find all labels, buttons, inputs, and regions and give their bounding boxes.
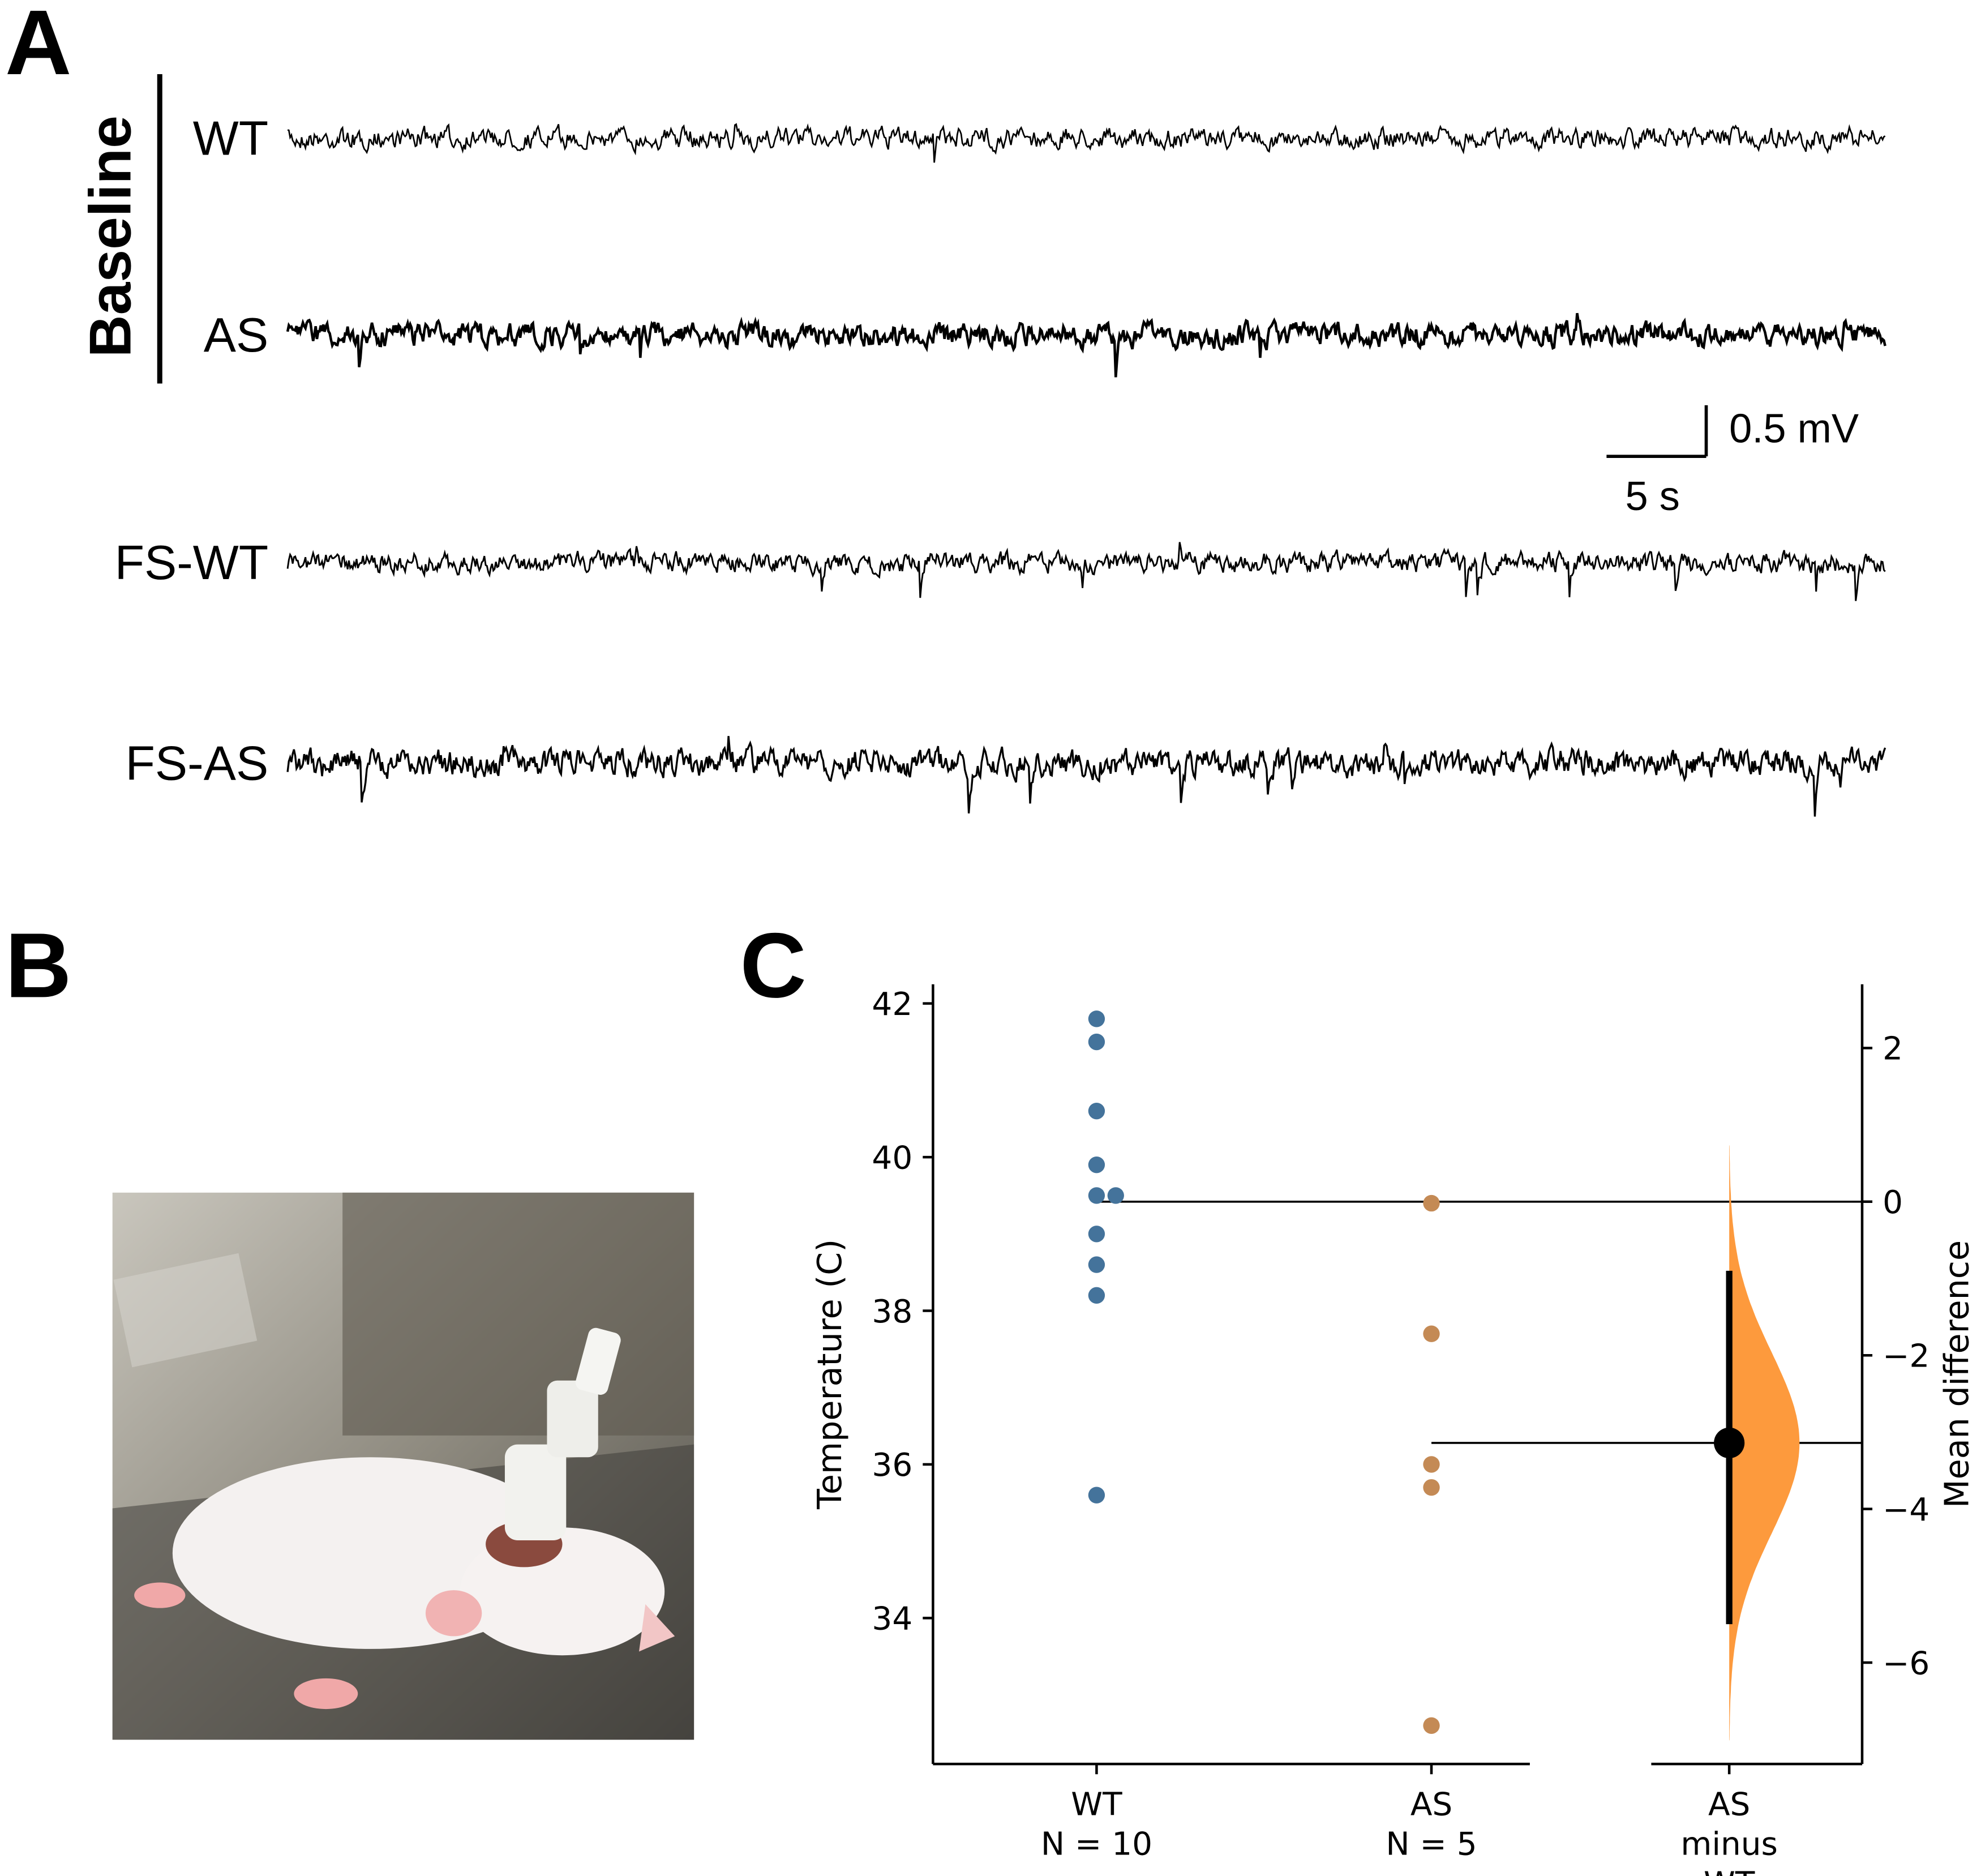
eeg-trace xyxy=(287,123,1886,163)
x-tick-label: WT xyxy=(1704,1865,1755,1876)
eeg-trace xyxy=(286,312,1886,378)
group-label: Baseline xyxy=(78,115,143,357)
x-tick-label: N = 10 xyxy=(1041,1826,1152,1862)
panel-letter: C xyxy=(740,914,806,1017)
trace-label: AS xyxy=(204,308,268,362)
trace-label: WT xyxy=(193,111,268,165)
eeg-trace xyxy=(286,542,1886,601)
x-tick-label: minus xyxy=(1680,1826,1778,1862)
y2-tick-label: −4 xyxy=(1883,1492,1929,1528)
data-point xyxy=(1088,1156,1105,1173)
y2-tick-label: 2 xyxy=(1883,1031,1903,1068)
data-point xyxy=(1423,1479,1440,1496)
mean-difference xyxy=(1714,1427,1745,1459)
y2-tick-label: −6 xyxy=(1883,1645,1929,1682)
data-point xyxy=(1423,1717,1440,1734)
data-point xyxy=(1423,1325,1440,1342)
photo xyxy=(112,1192,694,1740)
trace-label: FS-AS xyxy=(126,736,269,790)
x-tick-label: N = 5 xyxy=(1386,1826,1477,1862)
x-tick-label: AS xyxy=(1410,1786,1452,1823)
y-tick-label: 38 xyxy=(872,1294,912,1330)
x-tick-label: AS xyxy=(1708,1786,1750,1823)
data-point xyxy=(1107,1187,1124,1204)
data-point xyxy=(1088,1187,1105,1204)
data-point xyxy=(1088,1487,1105,1504)
scale-label: 5 s xyxy=(1625,474,1679,519)
data-point xyxy=(1088,1010,1105,1027)
data-point xyxy=(1088,1033,1105,1051)
y-tick-label: 40 xyxy=(872,1140,912,1176)
scale-label: 0.5 mV xyxy=(1729,406,1859,451)
y2-tick-label: 0 xyxy=(1883,1184,1903,1221)
eeg-trace xyxy=(286,736,1886,817)
y-axis-label: Temperature (C) xyxy=(811,1239,849,1510)
x-tick-label: WT xyxy=(1071,1786,1122,1823)
data-point xyxy=(1423,1456,1440,1473)
panel-letter: A xyxy=(5,0,71,94)
data-point xyxy=(1088,1256,1105,1273)
y2-axis-label: Mean difference xyxy=(1937,1240,1976,1508)
bootstrap-distribution xyxy=(1729,1145,1800,1741)
y-tick-label: 36 xyxy=(872,1447,912,1484)
data-point xyxy=(1088,1102,1105,1120)
data-point xyxy=(1088,1226,1105,1243)
data-point xyxy=(1423,1194,1440,1212)
trace-label: FS-WT xyxy=(115,536,269,590)
panel-letter: B xyxy=(5,914,71,1017)
y-tick-label: 42 xyxy=(872,986,912,1023)
data-point xyxy=(1088,1287,1105,1304)
y-tick-label: 34 xyxy=(872,1601,912,1638)
y2-tick-label: −2 xyxy=(1883,1338,1929,1375)
traces: WT AS FS-WT FS-AS xyxy=(115,111,1886,817)
